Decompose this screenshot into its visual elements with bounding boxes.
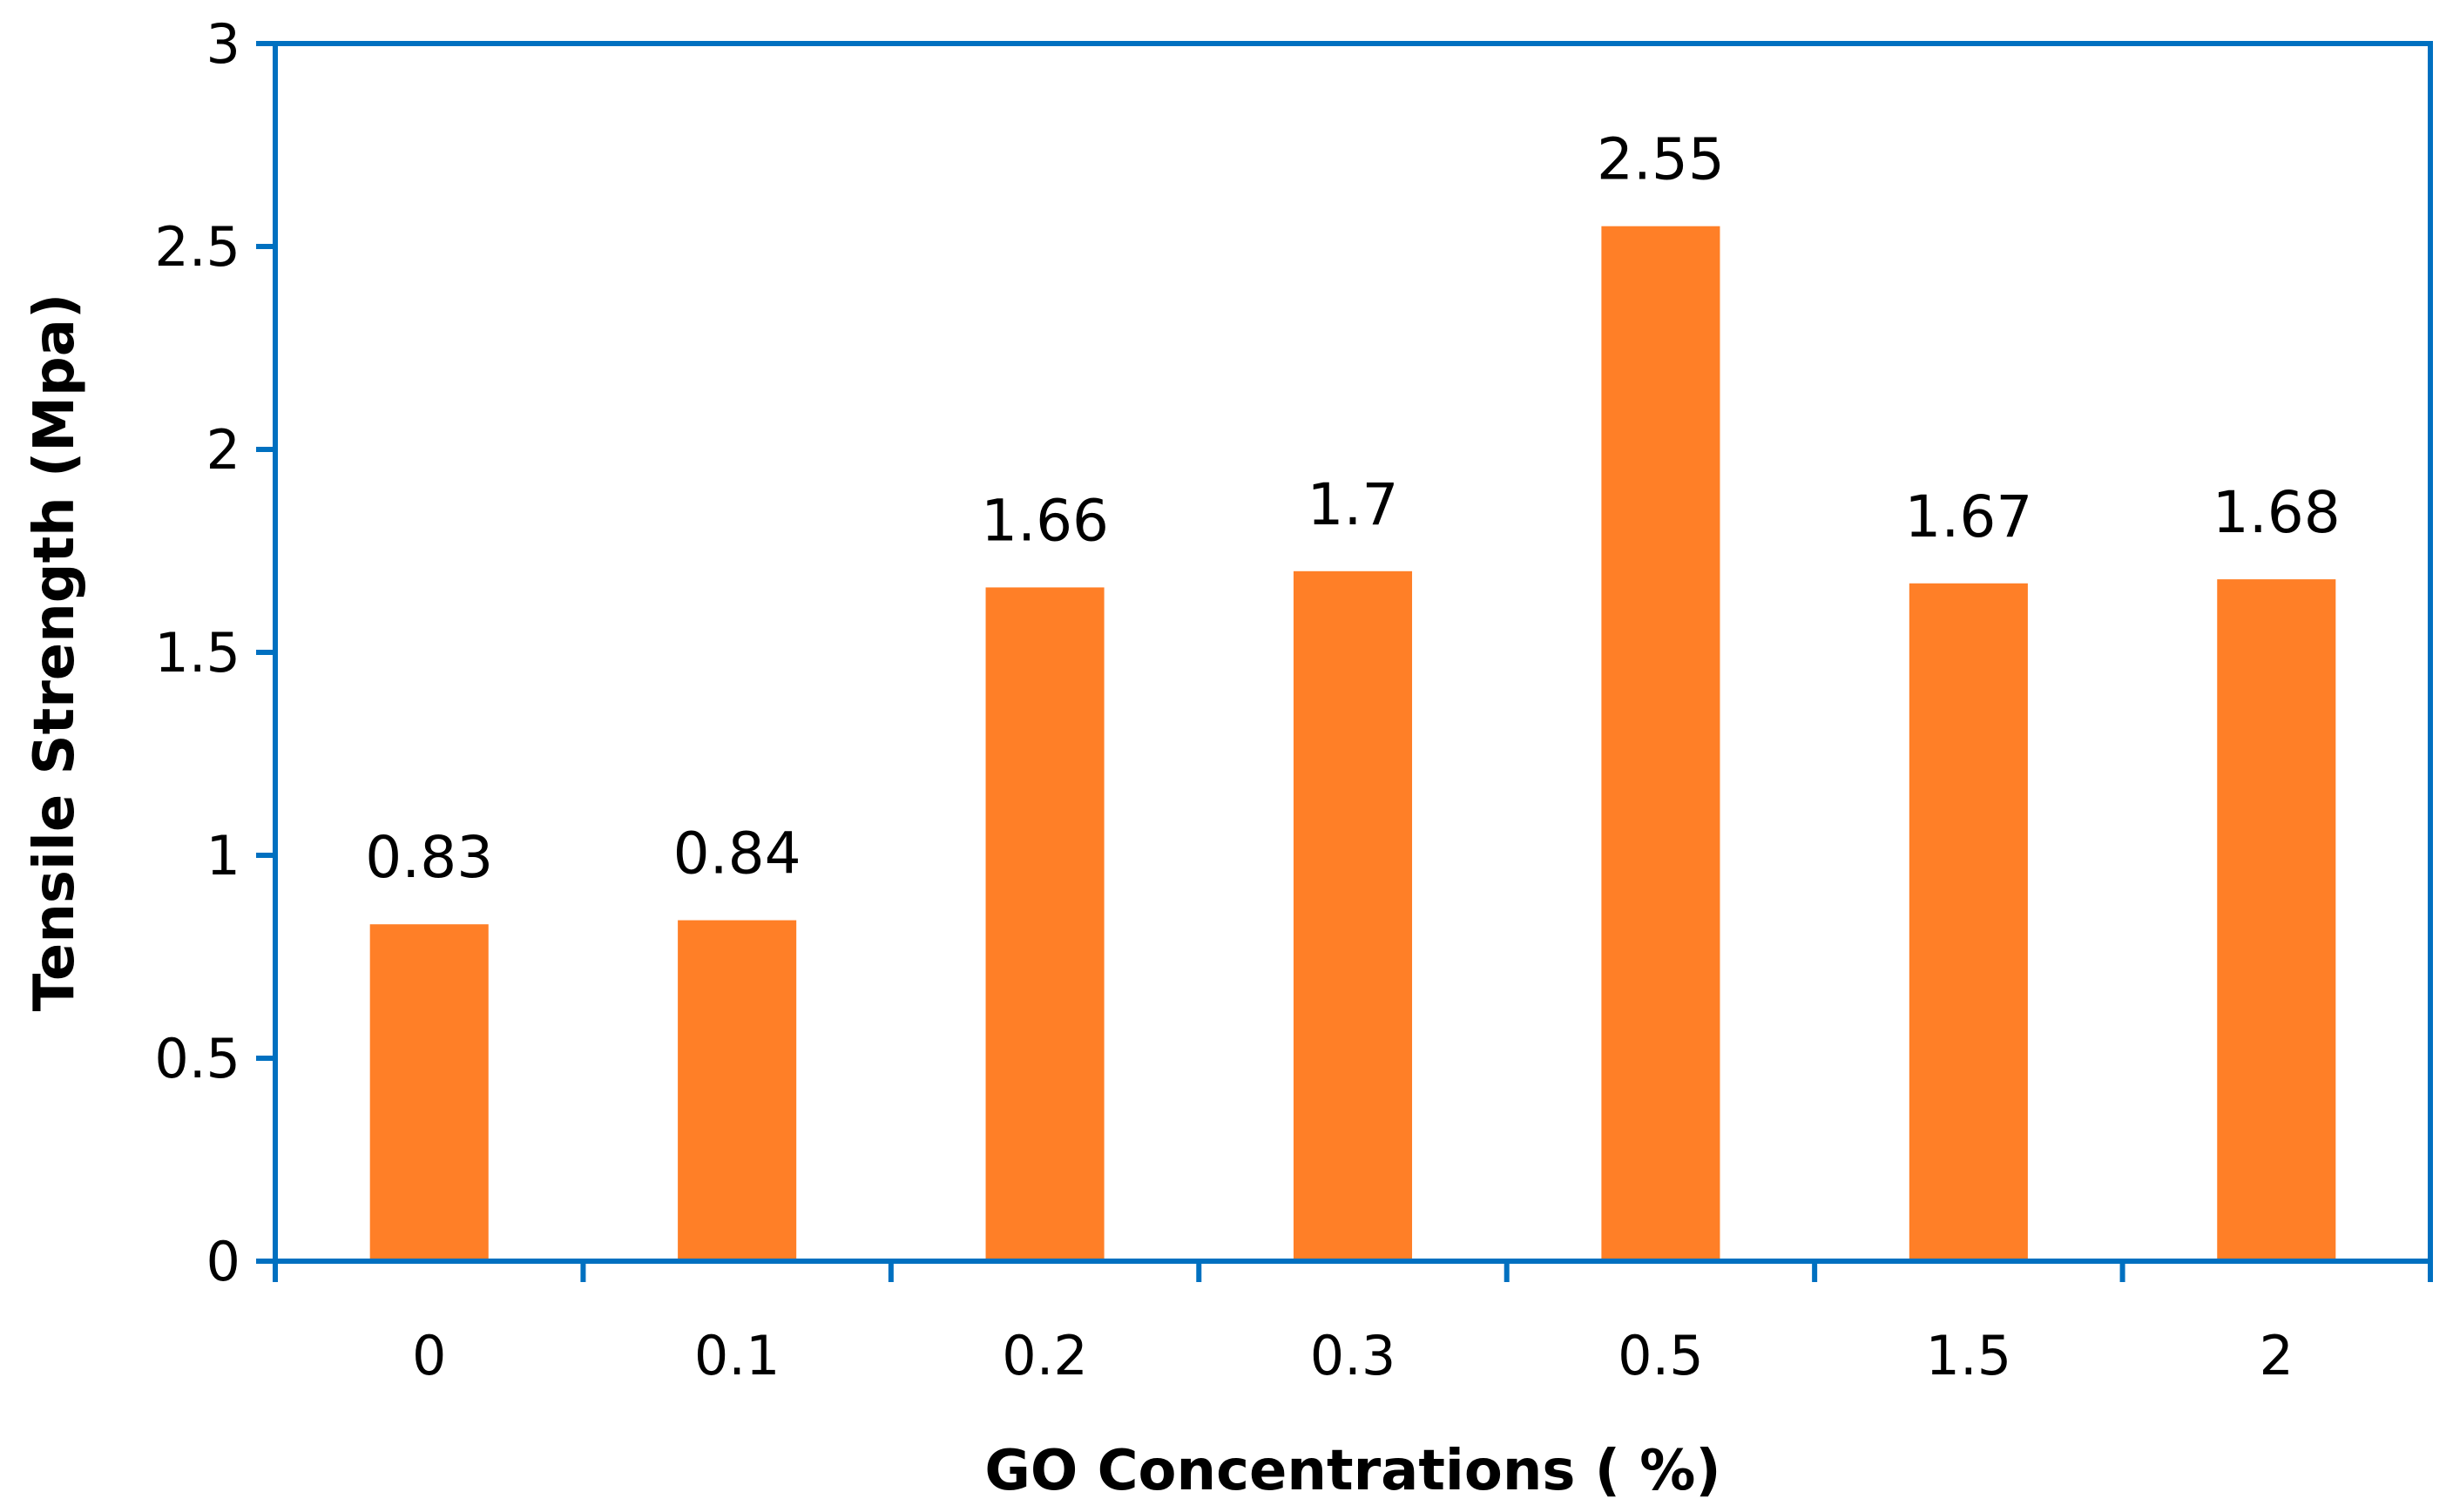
y-tick-label: 3 (206, 12, 240, 76)
data-label-1.5: 1.67 (1904, 483, 2032, 550)
data-label-0.1: 0.84 (673, 820, 801, 888)
bars-layer (369, 226, 2336, 1262)
x-tick-label: 1.5 (1926, 1324, 2012, 1387)
data-label-0: 0.83 (365, 824, 493, 891)
y-tick-label: 2.5 (154, 215, 240, 279)
data-label-0.2: 1.66 (981, 487, 1109, 554)
y-tick-label: 0.5 (154, 1027, 240, 1090)
y-axis-title: Tensile Strength (Mpa) (23, 294, 87, 1011)
x-tick-label: 0.1 (694, 1324, 780, 1387)
labels-layer: 0.83 0.84 1.66 1.7 2.55 1.67 1.68 (365, 126, 2341, 892)
y-tick-label: 0 (206, 1230, 240, 1293)
bar-0.1 (678, 920, 797, 1261)
ticks-layer: 0 0.5 1 1.5 2 2.5 3 0 0.1 0.2 0.3 0.5 1.5 2 (154, 12, 2433, 1387)
bar-2 (2217, 579, 2336, 1261)
data-label-0.3: 1.7 (1308, 471, 1399, 538)
x-tick-label: 0.5 (1618, 1324, 1704, 1387)
data-label-0.5: 2.55 (1597, 126, 1725, 193)
bar-0.2 (985, 587, 1105, 1261)
y-tick-label: 2 (206, 418, 240, 482)
x-tick-label: 0.3 (1310, 1324, 1396, 1387)
x-axis-title: GO Concentrations ( %) (984, 1439, 1720, 1503)
bar-0.5 (1601, 226, 1720, 1262)
y-tick-label: 1.5 (154, 621, 240, 685)
x-tick-label: 0 (412, 1324, 446, 1387)
y-tick-label: 1 (206, 824, 240, 888)
bar-1.5 (1909, 583, 2028, 1261)
bar-0 (369, 924, 489, 1261)
x-tick-label: 2 (2260, 1324, 2294, 1387)
x-tick-label: 0.2 (1002, 1324, 1088, 1387)
data-label-2: 1.68 (2213, 479, 2341, 546)
bar-0.3 (1293, 570, 1413, 1261)
